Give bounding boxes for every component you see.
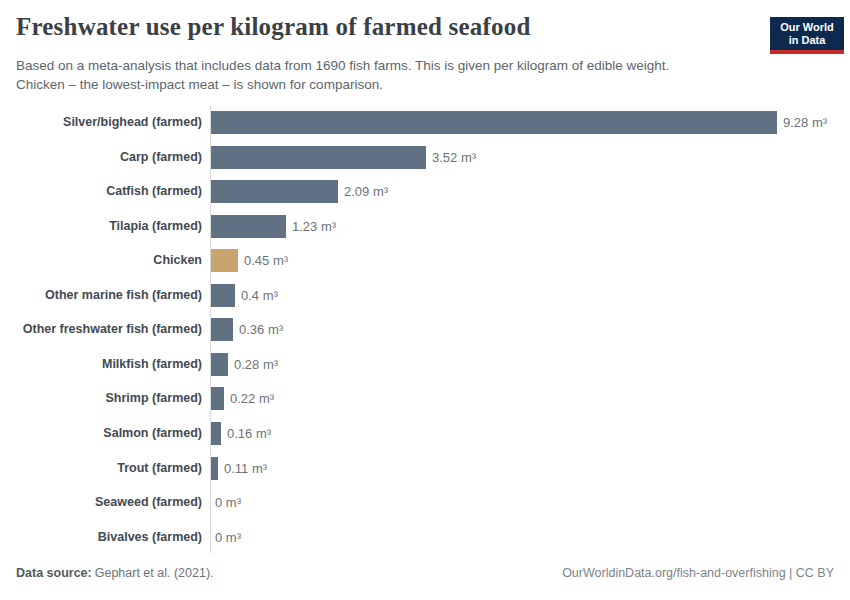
bar-chart-rows: Silver/bighead (farmed) 9.28 m³ Carp (farm…	[0, 111, 850, 559]
category-label: Carp (farmed)	[0, 146, 202, 169]
attribution-link[interactable]: OurWorldinData.org/fish-and-overfishing …	[562, 566, 834, 580]
value-label: 0.36 m³	[239, 318, 283, 341]
category-label: Milkfish (farmed)	[0, 353, 202, 376]
value-label: 0 m³	[215, 526, 241, 549]
value-label: 2.09 m³	[344, 180, 388, 203]
bar-row: Silver/bighead (farmed) 9.28 m³	[0, 111, 850, 134]
bar[interactable]	[211, 215, 286, 238]
category-label: Other freshwater fish (farmed)	[0, 318, 202, 341]
bar[interactable]	[211, 111, 777, 134]
bar[interactable]	[211, 249, 238, 272]
value-label: 3.52 m³	[432, 146, 476, 169]
data-source-label: Data source:	[16, 566, 92, 580]
bar[interactable]	[211, 422, 221, 445]
category-label: Other marine fish (farmed)	[0, 284, 202, 307]
bar-row: Trout (farmed) 0.11 m³	[0, 457, 850, 480]
value-label: 0 m³	[215, 491, 241, 514]
value-label: 0.45 m³	[244, 249, 288, 272]
value-label: 0.28 m³	[234, 353, 278, 376]
bar-row: Shrimp (farmed) 0.22 m³	[0, 387, 850, 410]
page-title: Freshwater use per kilogram of farmed se…	[16, 13, 530, 41]
owid-logo[interactable]: Our World in Data	[770, 17, 844, 54]
bar-row: Milkfish (farmed) 0.28 m³	[0, 353, 850, 376]
category-label: Catfish (farmed)	[0, 180, 202, 203]
category-label: Chicken	[0, 249, 202, 272]
value-label: 9.28 m³	[783, 111, 827, 134]
chart-footer: Data source:Gephart et al. (2021). OurWo…	[16, 566, 834, 580]
category-label: Bivalves (farmed)	[0, 526, 202, 549]
owid-logo-line-1: Our World	[770, 21, 844, 34]
category-label: Seaweed (farmed)	[0, 491, 202, 514]
value-label: 0.16 m³	[227, 422, 271, 445]
category-label: Trout (farmed)	[0, 457, 202, 480]
category-label: Silver/bighead (farmed)	[0, 111, 202, 134]
category-label: Tilapia (farmed)	[0, 215, 202, 238]
bar[interactable]	[211, 180, 338, 203]
bar[interactable]	[211, 387, 224, 410]
owid-logo-line-2: in Data	[770, 34, 844, 47]
category-label: Shrimp (farmed)	[0, 387, 202, 410]
bar-row: Chicken 0.45 m³	[0, 249, 850, 272]
bar[interactable]	[211, 318, 233, 341]
value-label: 0.11 m³	[224, 457, 267, 480]
data-source: Data source:Gephart et al. (2021).	[16, 566, 214, 580]
bar-row: Seaweed (farmed) 0 m³	[0, 491, 850, 514]
subtitle-line-2: Chicken – the lowest-impact meat – is sh…	[16, 76, 669, 95]
data-source-text: Gephart et al. (2021).	[95, 566, 214, 580]
category-label: Salmon (farmed)	[0, 422, 202, 445]
bar-row: Bivalves (farmed) 0 m³	[0, 526, 850, 549]
bar[interactable]	[211, 353, 228, 376]
bar[interactable]	[211, 284, 235, 307]
bar-row: Other marine fish (farmed) 0.4 m³	[0, 284, 850, 307]
bar-row: Tilapia (farmed) 1.23 m³	[0, 215, 850, 238]
bar-row: Carp (farmed) 3.52 m³	[0, 146, 850, 169]
bar-row: Catfish (farmed) 2.09 m³	[0, 180, 850, 203]
value-label: 0.4 m³	[241, 284, 278, 307]
bar[interactable]	[211, 457, 218, 480]
value-label: 0.22 m³	[230, 387, 274, 410]
value-label: 1.23 m³	[292, 215, 336, 238]
bar-row: Other freshwater fish (farmed) 0.36 m³	[0, 318, 850, 341]
chart-subtitle: Based on a meta-analysis that includes d…	[16, 57, 669, 94]
subtitle-line-1: Based on a meta-analysis that includes d…	[16, 57, 669, 76]
bar[interactable]	[211, 146, 426, 169]
chart-canvas: Freshwater use per kilogram of farmed se…	[0, 0, 850, 600]
bar-row: Salmon (farmed) 0.16 m³	[0, 422, 850, 445]
